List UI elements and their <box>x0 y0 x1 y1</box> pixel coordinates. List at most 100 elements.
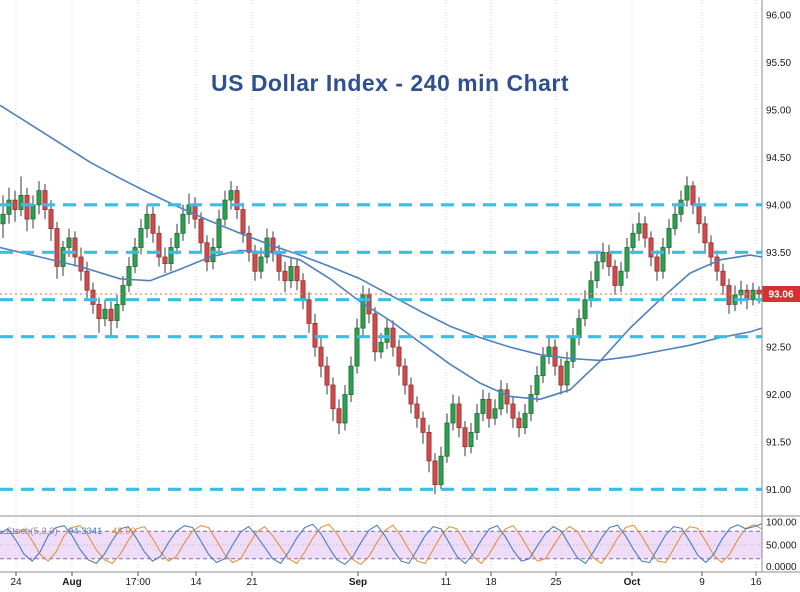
candle <box>510 403 516 419</box>
candle <box>474 413 480 433</box>
candle <box>696 204 702 225</box>
candle <box>96 303 102 319</box>
candle <box>564 360 570 386</box>
candle <box>576 318 582 339</box>
moving-average-slow-line <box>0 104 763 362</box>
candle <box>438 455 444 486</box>
time-axis-label: 17:00 <box>125 577 150 588</box>
candle <box>594 261 600 282</box>
candle <box>570 337 576 362</box>
candle <box>720 270 726 286</box>
candle <box>630 232 636 248</box>
candle <box>456 403 462 429</box>
candle <box>714 256 720 272</box>
candle <box>132 247 138 267</box>
candle <box>318 346 324 367</box>
candle <box>258 256 264 272</box>
stoch-axis-label: 0.0000 <box>766 562 797 573</box>
candle <box>726 285 732 305</box>
candle <box>606 251 612 267</box>
candle <box>162 256 168 264</box>
time-axis-label: 11 <box>441 577 452 588</box>
candle <box>216 218 222 249</box>
candle <box>120 285 126 305</box>
candle <box>126 266 132 286</box>
time-axis-label: 9 <box>699 577 705 588</box>
candle <box>282 270 288 282</box>
candle <box>522 413 528 429</box>
candle <box>138 228 144 248</box>
candle <box>516 417 522 429</box>
candle <box>636 223 642 234</box>
candle <box>192 204 198 220</box>
current-price-badge <box>762 285 800 302</box>
candle <box>684 185 690 201</box>
candle <box>144 213 150 229</box>
price-axis-label: 93.50 <box>766 248 791 259</box>
candle <box>330 384 336 410</box>
candle <box>198 218 204 244</box>
candle <box>336 408 342 424</box>
price-axis-label: 91.50 <box>766 437 791 448</box>
chart-title: US Dollar Index - 240 min Chart <box>211 70 569 96</box>
candle <box>24 194 30 220</box>
candle <box>60 247 66 267</box>
candle <box>396 346 402 367</box>
candle <box>462 427 468 448</box>
candle <box>12 199 18 211</box>
candle <box>30 204 36 220</box>
candle <box>612 266 618 286</box>
stoch-k-line <box>0 523 763 565</box>
stoch-d-line <box>0 523 763 565</box>
candle <box>234 190 240 211</box>
candle <box>150 213 156 234</box>
candle <box>18 194 24 210</box>
candle <box>432 460 438 485</box>
stoch-k-value-label: 94.3341 <box>68 526 102 537</box>
candle <box>342 394 348 424</box>
candle <box>492 408 498 419</box>
stoch-d-value-label: 48.09 <box>112 526 136 537</box>
candle <box>582 299 588 320</box>
candle <box>6 199 12 215</box>
time-axis-label: Aug <box>62 577 81 588</box>
candle <box>174 232 180 248</box>
candle <box>390 327 396 348</box>
candle <box>486 398 492 419</box>
candle <box>300 280 306 301</box>
candle <box>42 190 48 211</box>
candle <box>756 289 762 295</box>
candle <box>504 389 510 405</box>
moving-average-fast-line <box>0 246 763 401</box>
candle <box>528 394 534 414</box>
candle <box>102 308 108 320</box>
candle <box>252 251 258 272</box>
candle <box>750 289 756 301</box>
candle <box>480 398 486 414</box>
time-axis-label: 24 <box>10 577 22 588</box>
candle <box>642 223 648 239</box>
candle <box>66 237 72 248</box>
candle <box>0 213 6 225</box>
candle <box>690 185 696 206</box>
candle <box>402 365 408 386</box>
candle <box>156 232 162 258</box>
candle <box>444 422 450 457</box>
candle <box>426 431 432 462</box>
candle <box>78 256 84 272</box>
candle <box>498 389 504 410</box>
candle <box>294 266 300 282</box>
candle <box>648 237 654 258</box>
time-axis-label: 25 <box>550 577 562 588</box>
candle <box>534 375 540 395</box>
candle <box>618 270 624 286</box>
candle <box>654 256 660 272</box>
candle <box>372 313 378 353</box>
candle <box>180 213 186 234</box>
candle <box>246 232 252 253</box>
price-axis-label: 94.50 <box>766 153 791 164</box>
candle <box>264 237 270 258</box>
